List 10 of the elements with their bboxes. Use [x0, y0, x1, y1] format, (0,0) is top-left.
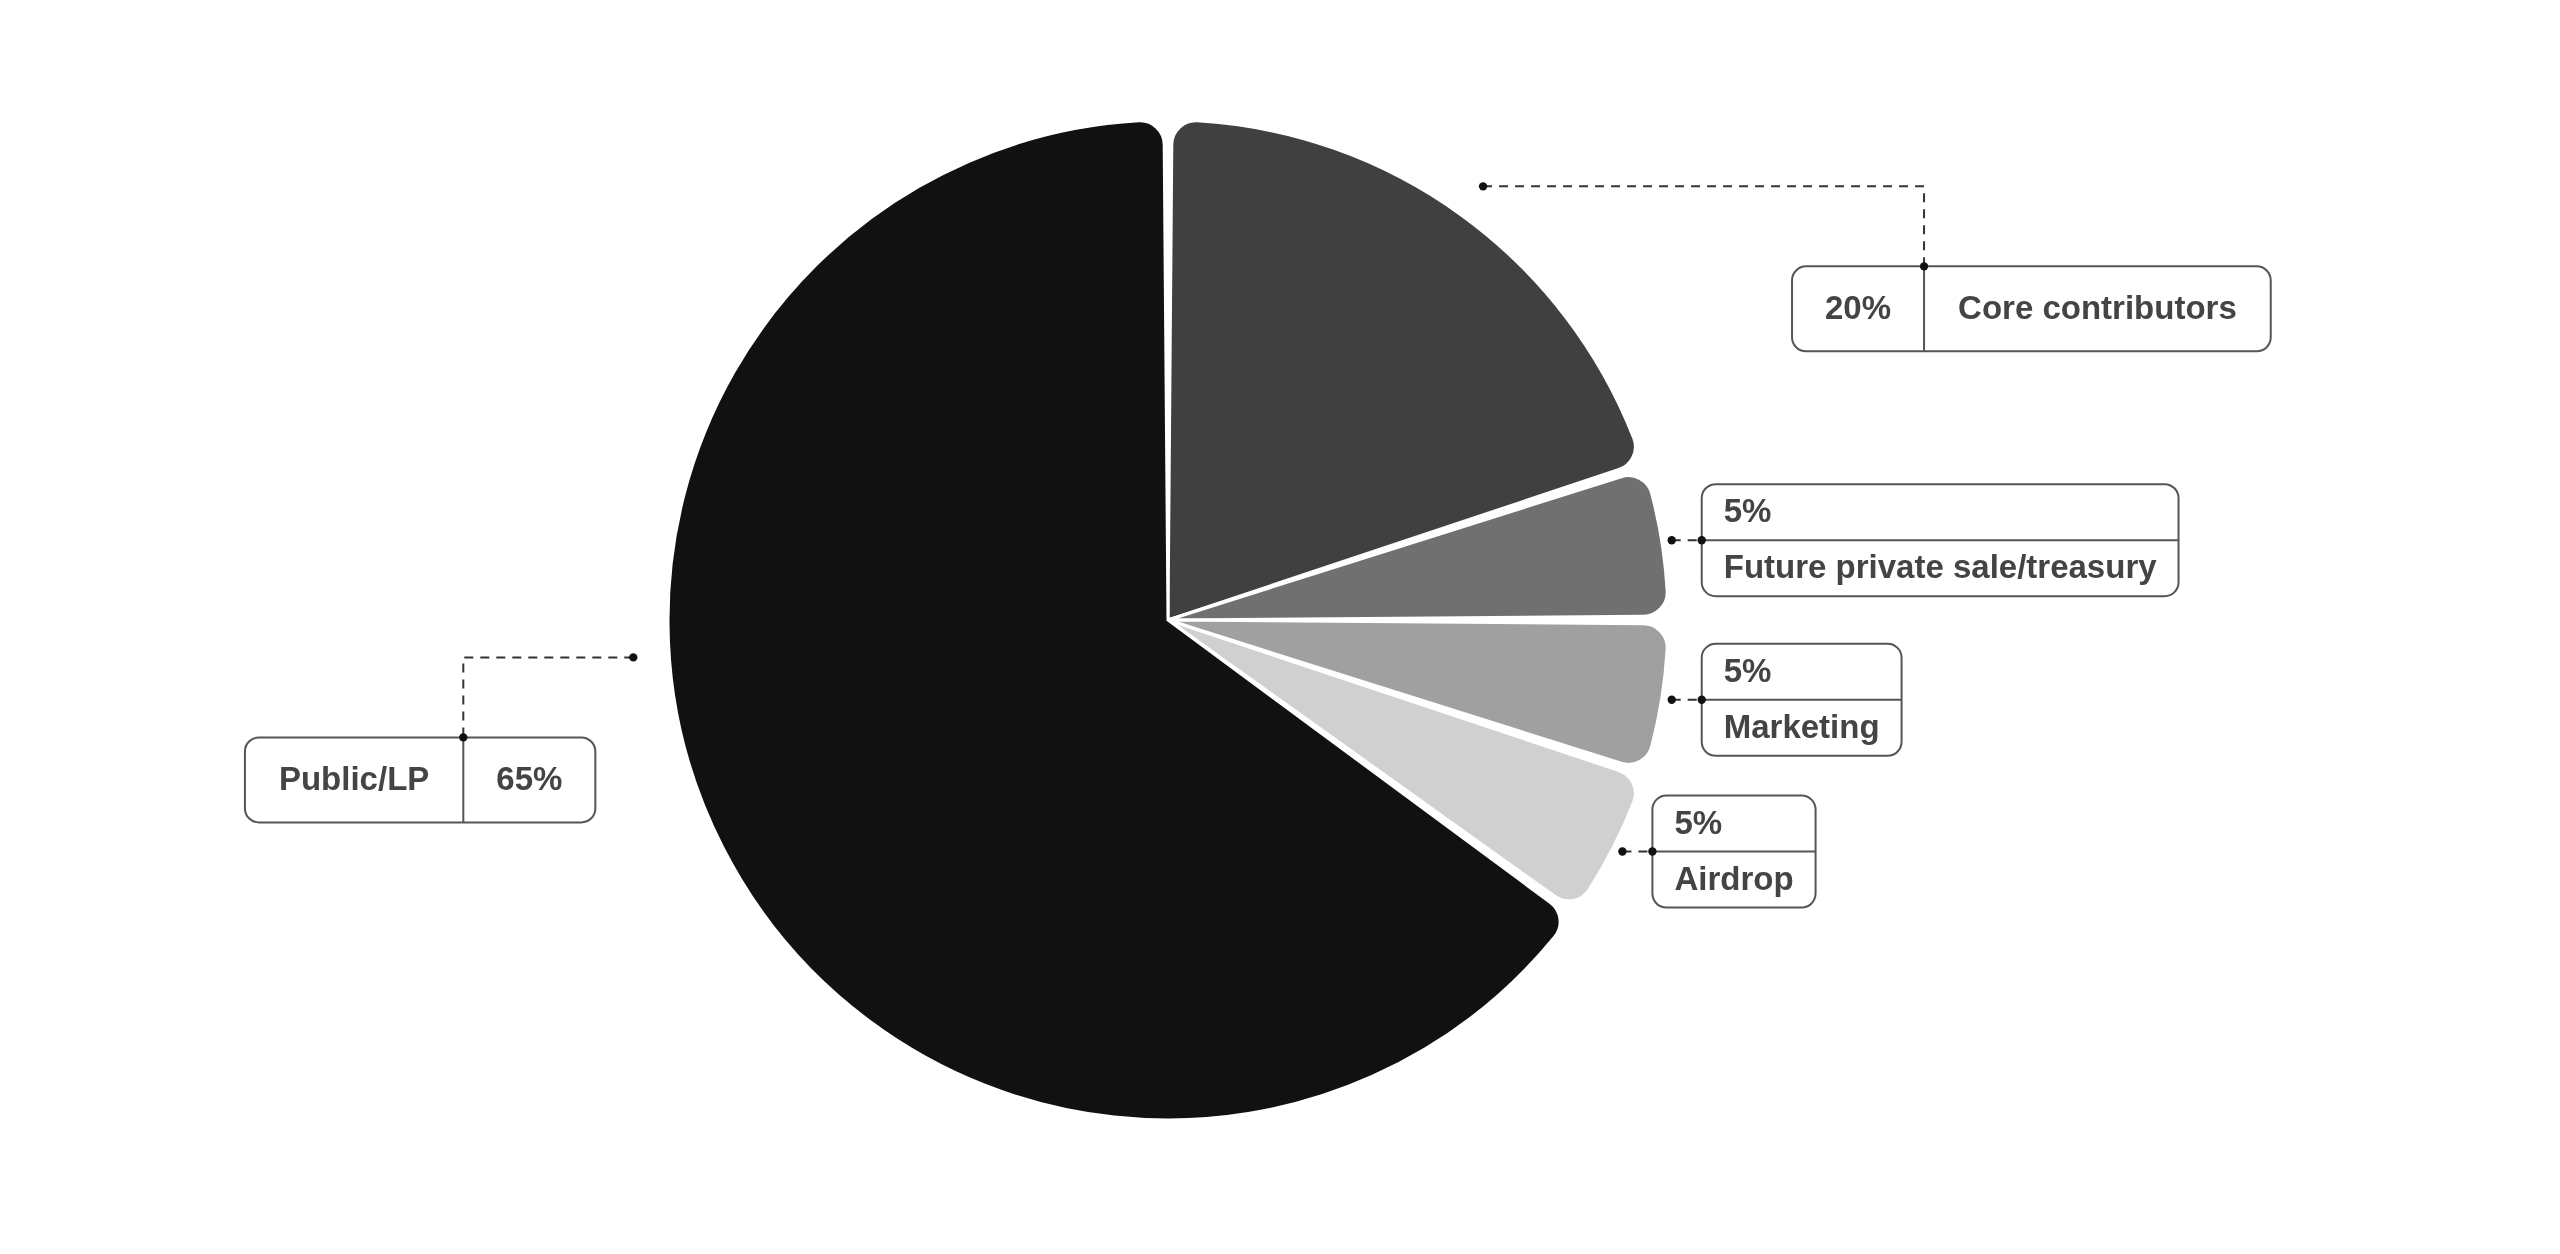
slice-label: Future private sale/treasury: [1723, 548, 2158, 586]
slice-label: Core contributors: [1958, 288, 2237, 326]
data-label: 5%: [1723, 492, 1772, 530]
slice-label: Airdrop: [1674, 859, 1794, 897]
slice-label: Marketing: [1723, 707, 1880, 745]
slice-label: Public/LP: [278, 759, 430, 797]
data-label: 5%: [1723, 651, 1772, 689]
data-label: 20%: [1825, 288, 1892, 326]
data-label: 65%: [496, 759, 563, 797]
data-label: 5%: [1674, 803, 1723, 841]
